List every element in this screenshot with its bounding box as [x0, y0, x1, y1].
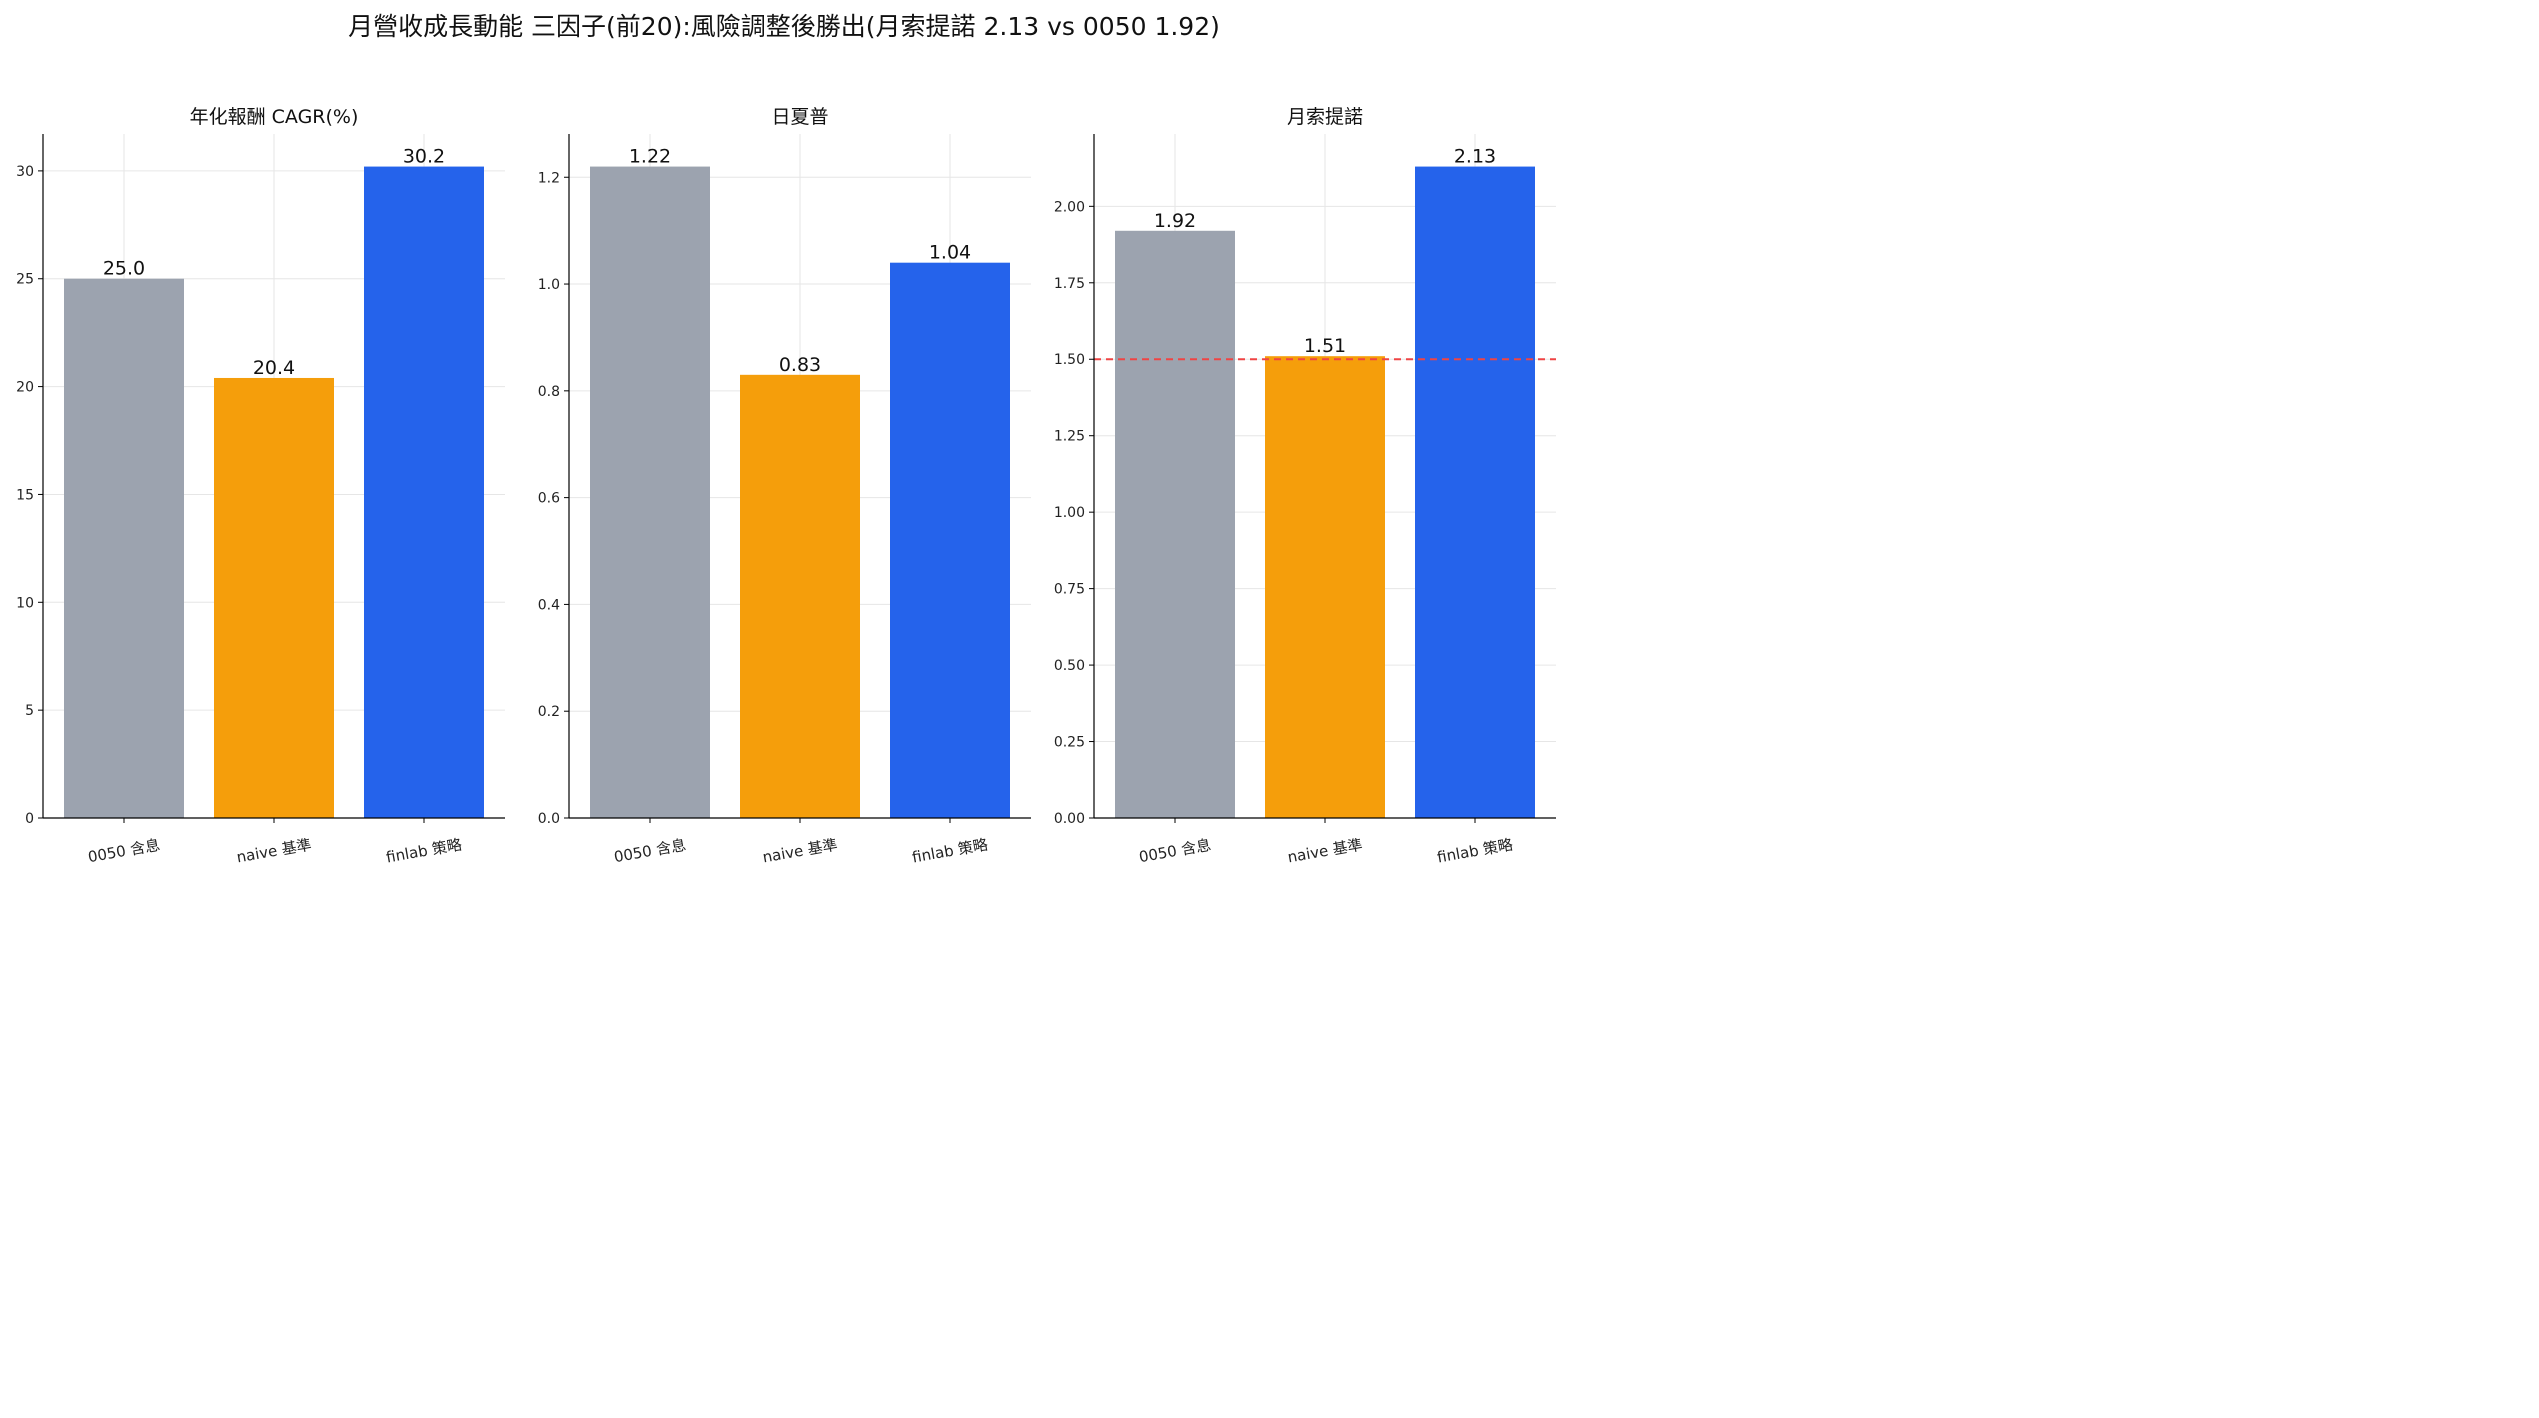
y-tick-label: 0.4 — [538, 597, 560, 613]
y-tick-label: 0.25 — [1054, 735, 1085, 751]
panel-2: 0.0 0.2 0.4 0.6 0.8 1.0 1.2 0050 含息 naive 基準 finl… — [538, 106, 1031, 867]
x-tick-label: finlab 策略 — [911, 835, 990, 866]
y-tick-label: 0.00 — [1054, 811, 1085, 827]
y-tick-label: 20 — [16, 380, 34, 396]
panel-3: 0.00 0.25 0.50 0.75 1.00 1.25 1.50 1.75 2.00 0050… — [1054, 106, 1556, 867]
bar-value-label: 2.13 — [1454, 146, 1496, 168]
bar-1 — [590, 166, 710, 819]
y-tick-label: 0.2 — [538, 704, 560, 720]
x-tick-label: naive 基準 — [1286, 836, 1364, 867]
y-tick-label: 1.25 — [1054, 429, 1085, 445]
y-tick-label: 25 — [16, 272, 34, 288]
x-tick-label: naive 基準 — [761, 836, 839, 867]
bar-2 — [1265, 356, 1385, 818]
bar-value-label: 1.04 — [929, 242, 971, 264]
x-tick-label: 0050 含息 — [87, 836, 162, 866]
bar-1 — [1115, 230, 1235, 819]
bar-value-label: 20.4 — [253, 357, 295, 379]
y-tick-label: 0.0 — [538, 811, 560, 827]
bar-value-label: 1.92 — [1154, 210, 1196, 232]
panel-title: 月索提諾 — [1287, 106, 1363, 128]
y-tick-label: 0.75 — [1054, 582, 1085, 598]
y-tick-label: 0.6 — [538, 491, 560, 507]
y-tick-label: 1.50 — [1054, 352, 1085, 368]
bar-2 — [740, 374, 860, 818]
x-tick-label: finlab 策略 — [1436, 835, 1515, 866]
x-tick-label: naive 基準 — [235, 836, 313, 867]
bar-3 — [890, 262, 1010, 818]
panel-1: 0 5 10 15 20 25 30 0050 含息 naive 基準 finlab 策略 25.0… — [16, 106, 505, 867]
x-tick-label: 0050 含息 — [613, 836, 688, 866]
bar-3 — [1415, 166, 1535, 819]
y-tick-label: 0.8 — [538, 384, 560, 400]
y-tick-label: 10 — [16, 595, 34, 611]
chart-root: 月營收成長動能 三因子(前20):風險調整後勝出(月索提諾 2.13 vs 00… — [0, 0, 1568, 876]
bar-value-label: 30.2 — [403, 146, 445, 168]
panels: 0 5 10 15 20 25 30 0050 含息 naive 基準 finlab 策略 25.0… — [16, 106, 1556, 867]
y-tick-label: 1.75 — [1054, 276, 1085, 292]
bar-1 — [64, 278, 184, 819]
bar-value-label: 1.22 — [629, 146, 671, 168]
y-tick-label: 2.00 — [1054, 199, 1085, 215]
y-tick-label: 1.00 — [1054, 505, 1085, 521]
y-tick-label: 1.0 — [538, 277, 560, 293]
panel-title: 年化報酬 CAGR(%) — [190, 106, 359, 128]
y-tick-label: 30 — [16, 164, 34, 180]
bar-value-label: 0.83 — [779, 354, 821, 376]
bar-value-label: 1.51 — [1304, 335, 1346, 357]
y-tick-label: 0.50 — [1054, 658, 1085, 674]
x-tick-label: finlab 策略 — [385, 835, 464, 866]
y-tick-label: 0 — [25, 811, 34, 827]
bar-value-label: 25.0 — [103, 258, 145, 280]
panel-title: 日夏普 — [771, 106, 828, 128]
y-tick-label: 5 — [25, 703, 34, 719]
y-tick-label: 1.2 — [538, 170, 560, 186]
chart-figure: 月營收成長動能 三因子(前20):風險調整後勝出(月索提諾 2.13 vs 00… — [16, 12, 1556, 867]
bar-2 — [214, 377, 334, 818]
y-tick-label: 15 — [16, 487, 34, 503]
chart-title: 月營收成長動能 三因子(前20):風險調整後勝出(月索提諾 2.13 vs 00… — [348, 12, 1220, 41]
bar-3 — [364, 166, 484, 819]
x-tick-label: 0050 含息 — [1138, 836, 1213, 866]
